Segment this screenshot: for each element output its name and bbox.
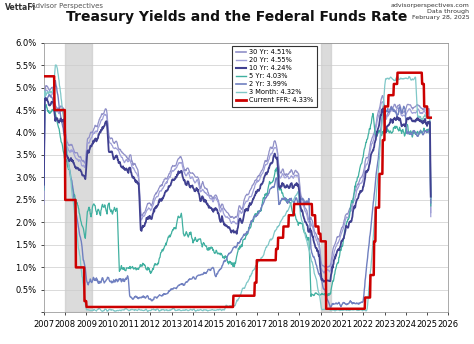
Text: advisorperspectives.com
Data through
February 28, 2025: advisorperspectives.com Data through Feb… xyxy=(391,3,469,20)
Legend: 30 Yr: 4.51%, 20 Yr: 4.55%, 10 Yr: 4.24%, 5 Yr: 4.03%, 2 Yr: 3.99%, 3 Month: 4.3: 30 Yr: 4.51%, 20 Yr: 4.55%, 10 Yr: 4.24%… xyxy=(232,46,317,107)
Text: Advisor Perspectives: Advisor Perspectives xyxy=(31,3,103,9)
Text: Treasury Yields and the Federal Funds Rate: Treasury Yields and the Federal Funds Ra… xyxy=(66,10,408,24)
Text: VettaFi: VettaFi xyxy=(5,3,36,12)
Bar xyxy=(321,43,331,312)
Bar xyxy=(65,43,92,312)
